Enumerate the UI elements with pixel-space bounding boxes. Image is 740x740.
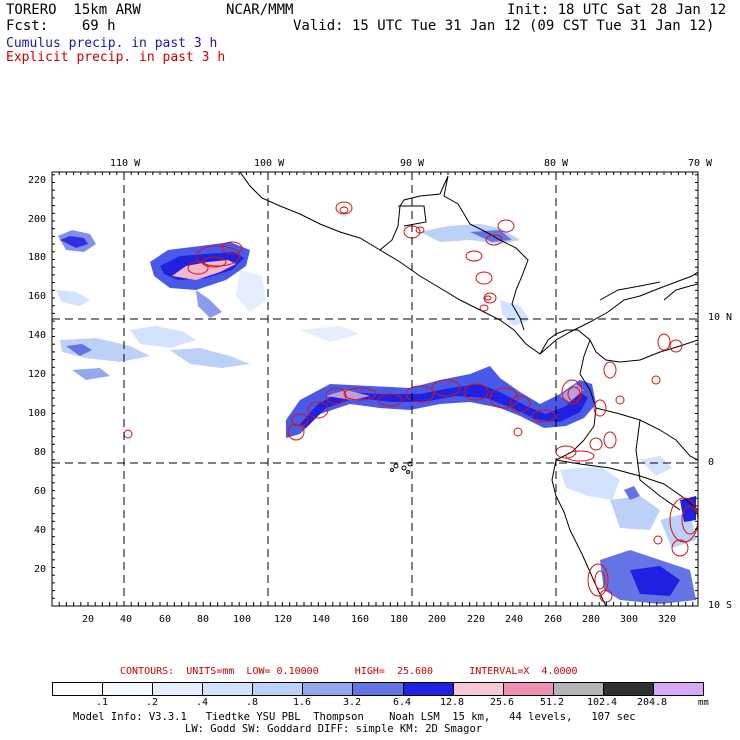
lat-label-0: 0 [708, 457, 715, 468]
y-label: 80 [34, 447, 47, 458]
x-label: 140 [312, 614, 331, 625]
color-swatch [453, 683, 504, 695]
color-swatch [653, 683, 704, 695]
color-bar-label: .4 [195, 697, 209, 708]
explicit-precip-label: Explicit precip. in past 3 h [6, 50, 226, 65]
color-swatch [403, 683, 454, 695]
color-bar-label: 1.6 [292, 697, 312, 708]
x-label: 160 [351, 614, 370, 625]
y-label: 100 [28, 408, 47, 419]
model-info-line2: LW: Godd SW: Goddard DIFF: simple KM: 2D… [185, 723, 483, 735]
color-bar-label: 3.2 [342, 697, 362, 708]
color-swatch [103, 683, 154, 695]
y-label: 220 [28, 175, 47, 186]
lon-label-110w: 110 W [110, 158, 141, 169]
color-swatch [203, 683, 254, 695]
coastline [239, 172, 698, 606]
color-bar-label: 102.4 [586, 697, 618, 708]
color-bar-label: .1 [95, 697, 109, 708]
color-bar-label: 6.4 [392, 697, 412, 708]
organization-label: NCAR/MMM [226, 2, 294, 18]
y-label: 40 [34, 525, 47, 536]
color-bar-label: 12.8 [439, 697, 465, 708]
graticule [52, 172, 698, 606]
color-swatch [503, 683, 554, 695]
color-bar-label: 204.8 [636, 697, 668, 708]
y-label: 60 [34, 486, 47, 497]
y-label: 20 [34, 564, 47, 575]
model-info-line1: Model Info: V3.3.1 Tiedtke YSU PBL Thomp… [73, 711, 636, 723]
x-label: 120 [274, 614, 293, 625]
lon-label-70w: 70 W [688, 158, 713, 169]
y-label: 140 [28, 330, 47, 341]
color-swatch [253, 683, 304, 695]
lat-label-10n: 10 N [708, 312, 733, 323]
model-title: TORERO 15km ARW [6, 2, 141, 18]
init-time: Init: 18 UTC Sat 28 Jan 12 [507, 2, 727, 18]
cumulus-precip-label: Cumulus precip. in past 3 h [6, 36, 218, 51]
x-label: 320 [658, 614, 677, 625]
lon-label-90w: 90 W [400, 158, 425, 169]
color-swatch [53, 683, 104, 695]
frame-ticks [51, 172, 698, 607]
color-bar-label: .8 [245, 697, 259, 708]
x-label: 60 [159, 614, 172, 625]
color-bar [52, 682, 704, 696]
contour-info: CONTOURS: UNITS=mm LOW= 0.10000 HIGH= 25… [120, 666, 578, 677]
forecast-hour: Fcst: 69 h [6, 18, 116, 34]
color-swatch [153, 683, 204, 695]
y-label: 180 [28, 252, 47, 263]
x-label: 80 [197, 614, 210, 625]
lon-label-80w: 80 W [544, 158, 569, 169]
x-label: 20 [82, 614, 95, 625]
x-label: 180 [390, 614, 409, 625]
x-label: 200 [428, 614, 447, 625]
explicit-precip-contours [123, 201, 698, 603]
valid-time: Valid: 15 UTC Tue 31 Jan 12 (09 CST Tue … [293, 18, 715, 34]
x-label: 220 [467, 614, 486, 625]
x-label: 280 [582, 614, 601, 625]
color-bar-label: 25.6 [489, 697, 515, 708]
color-bar-label: .2 [145, 697, 159, 708]
color-bar-unit: mm [698, 698, 709, 708]
color-swatch [353, 683, 404, 695]
color-swatch [553, 683, 604, 695]
color-bar-label: 51.2 [539, 697, 565, 708]
color-swatch [303, 683, 354, 695]
color-swatch [603, 683, 654, 695]
lat-label-10s: 10 S [708, 600, 733, 611]
map-frame [51, 171, 699, 607]
x-label: 40 [120, 614, 133, 625]
y-label: 200 [28, 214, 47, 225]
y-label: 160 [28, 291, 47, 302]
x-label: 300 [620, 614, 639, 625]
precip-shading [56, 224, 696, 604]
x-label: 240 [505, 614, 524, 625]
x-label: 260 [544, 614, 563, 625]
x-label: 100 [233, 614, 252, 625]
lon-label-100w: 100 W [254, 158, 285, 169]
y-label: 120 [28, 369, 47, 380]
